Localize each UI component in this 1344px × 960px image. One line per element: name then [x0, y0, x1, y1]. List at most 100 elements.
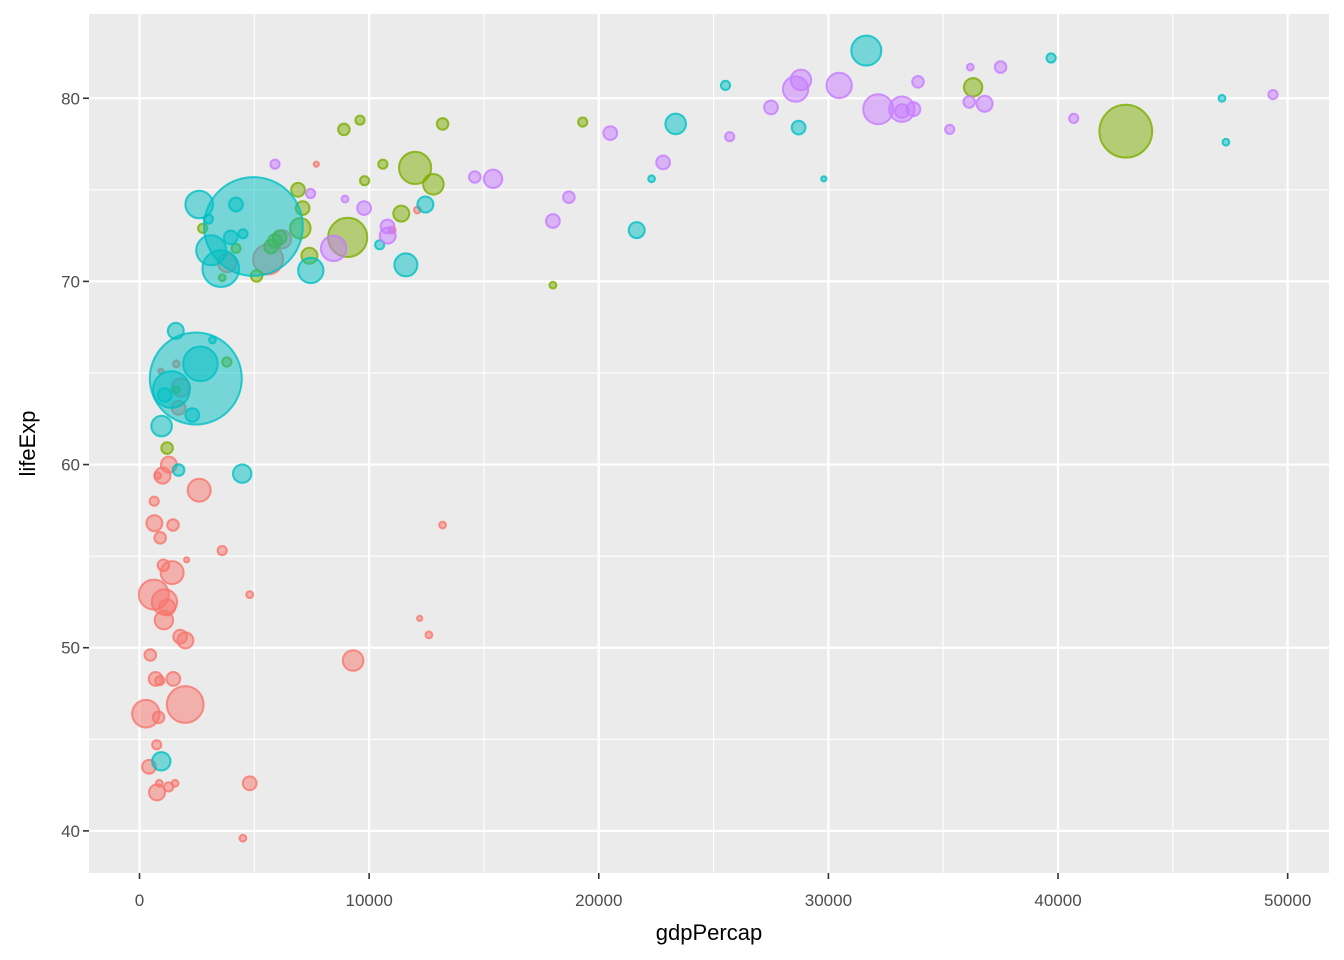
data-point — [850, 34, 883, 67]
data-point — [763, 99, 779, 116]
data-point — [1267, 89, 1279, 101]
data-point — [166, 518, 180, 532]
x-tick-label: 0 — [135, 891, 144, 910]
data-point — [148, 495, 160, 507]
data-point — [154, 675, 166, 687]
data-point — [647, 174, 656, 184]
data-point — [424, 630, 434, 640]
data-point — [962, 77, 984, 98]
data-point — [435, 117, 450, 131]
data-point — [468, 170, 482, 184]
data-point — [159, 560, 185, 586]
data-point — [151, 739, 163, 751]
data-point — [416, 195, 435, 214]
data-point — [1045, 52, 1057, 64]
data-point — [170, 778, 180, 788]
data-point — [944, 123, 956, 135]
data-point — [151, 751, 172, 772]
data-point — [354, 114, 366, 126]
data-point — [602, 125, 619, 142]
data-point — [655, 154, 671, 171]
data-point — [154, 778, 164, 788]
data-point — [186, 477, 212, 503]
y-tick-label: 70 — [61, 272, 80, 291]
data-point — [378, 226, 397, 245]
data-point — [905, 101, 922, 118]
data-point — [789, 68, 813, 92]
data-point — [438, 520, 448, 530]
y-axis: 40 50 60 70 80 — [61, 89, 89, 841]
data-point — [548, 280, 558, 290]
data-point — [297, 256, 325, 285]
data-point — [577, 116, 589, 128]
data-point — [1221, 137, 1231, 147]
data-point — [176, 631, 195, 650]
x-axis-title: gdpPercap — [656, 920, 762, 945]
data-point — [1068, 112, 1080, 125]
data-point — [158, 598, 177, 617]
data-point — [319, 234, 348, 263]
x-tick-label: 40000 — [1034, 891, 1081, 910]
data-point — [422, 173, 445, 196]
data-points — [131, 34, 1279, 843]
data-point — [245, 590, 255, 599]
data-point — [392, 204, 411, 223]
data-point — [962, 95, 977, 109]
data-point — [562, 190, 576, 204]
data-point — [356, 200, 373, 217]
data-point — [305, 187, 317, 200]
data-point — [150, 414, 173, 438]
x-tick-label: 50000 — [1264, 891, 1311, 910]
data-point — [825, 71, 853, 100]
data-point — [153, 531, 167, 545]
data-point — [143, 648, 158, 662]
x-tick-label: 10000 — [346, 891, 393, 910]
data-point — [993, 60, 1008, 74]
data-point — [482, 168, 504, 190]
data-point — [719, 79, 732, 92]
data-point — [203, 176, 304, 277]
y-tick-label: 60 — [61, 456, 80, 475]
data-point — [1098, 103, 1154, 159]
data-point — [359, 175, 371, 187]
data-point — [151, 710, 166, 725]
data-point — [398, 150, 433, 185]
data-point — [341, 649, 365, 672]
data-point — [545, 213, 561, 229]
y-tick-label: 50 — [61, 639, 80, 658]
data-point — [232, 463, 253, 484]
x-axis: 0 10000 20000 30000 40000 50000 — [135, 873, 1311, 910]
data-point — [290, 181, 306, 198]
data-point — [216, 545, 228, 557]
data-point — [965, 62, 975, 72]
data-point — [145, 514, 164, 533]
data-point — [790, 119, 807, 136]
data-point — [393, 252, 419, 278]
data-point — [238, 833, 248, 843]
data-point — [340, 194, 350, 204]
data-point — [160, 441, 174, 455]
data-point — [182, 345, 219, 383]
data-point — [627, 221, 646, 240]
y-axis-title: lifeExp — [15, 410, 40, 476]
data-point — [416, 614, 424, 623]
data-point — [208, 335, 217, 345]
data-point — [911, 75, 925, 89]
data-point — [269, 158, 281, 170]
major-gridlines — [89, 14, 1329, 873]
data-point — [165, 671, 182, 687]
data-point — [183, 556, 191, 564]
data-point — [377, 158, 389, 170]
data-point — [241, 775, 258, 792]
data-point — [975, 94, 994, 113]
data-point — [664, 112, 688, 136]
data-point — [724, 131, 736, 143]
data-point — [165, 685, 205, 724]
data-point — [312, 160, 320, 168]
data-point — [171, 463, 186, 477]
x-tick-label: 20000 — [575, 891, 622, 910]
data-point — [1217, 93, 1227, 103]
data-point — [820, 175, 828, 183]
y-tick-label: 80 — [61, 89, 80, 108]
